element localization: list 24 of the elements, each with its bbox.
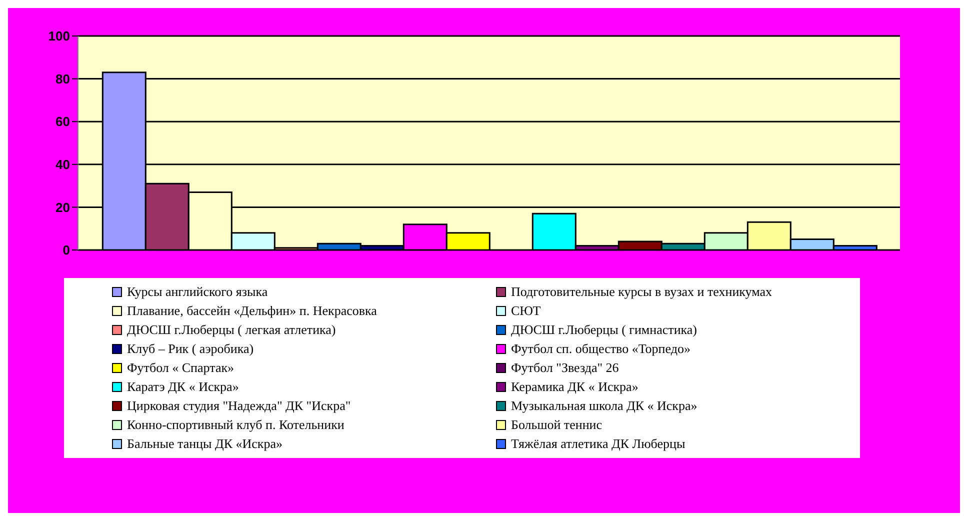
legend-label: Тяжёлая атлетика ДК Люберцы xyxy=(511,436,686,452)
y-tick-label: 60 xyxy=(56,114,70,130)
y-tick-label: 20 xyxy=(56,200,70,215)
legend-label: Конно-спортивный клуб п. Котельники xyxy=(127,417,344,433)
legend-label: Керамика ДК « Искра» xyxy=(511,379,638,395)
legend-label: Бальные танцы ДК «Искра» xyxy=(127,436,283,452)
legend-label: Футбол сп. общество «Торпедо» xyxy=(511,341,690,357)
y-tick-label: 100 xyxy=(48,28,70,44)
legend-label: Каратэ ДК « Искра» xyxy=(127,379,239,395)
legend-label: СЮТ xyxy=(511,303,541,319)
legend-label: Курсы английского языка xyxy=(127,284,268,300)
legend-label: Большой теннис xyxy=(511,417,602,433)
legend-label: Подготовительные курсы в вузах и техникумах xyxy=(511,284,772,300)
legend-label: ДЮСШ г.Люберцы ( легкая атлетика) xyxy=(127,322,336,338)
legend-label: Футбол « Спартак» xyxy=(127,360,234,376)
legend-label: Футбол "Звезда" 26 xyxy=(511,360,619,376)
y-tick-label: 80 xyxy=(56,71,70,86)
legend-label: Музыкальная школа ДК « Искра» xyxy=(511,398,698,414)
legend-label: ДЮСШ г.Люберцы ( гимнастика) xyxy=(511,322,698,338)
y-tick-label: 0 xyxy=(62,242,70,258)
legend-label: Цирковая студия "Надежда" ДК "Искра" xyxy=(127,398,351,414)
legend-label: Клуб – Рик ( аэробика) xyxy=(127,341,254,357)
legend-label: Плавание, бассейн «Дельфин» п. Некрасовка xyxy=(127,303,377,319)
y-tick-label: 40 xyxy=(56,157,70,172)
